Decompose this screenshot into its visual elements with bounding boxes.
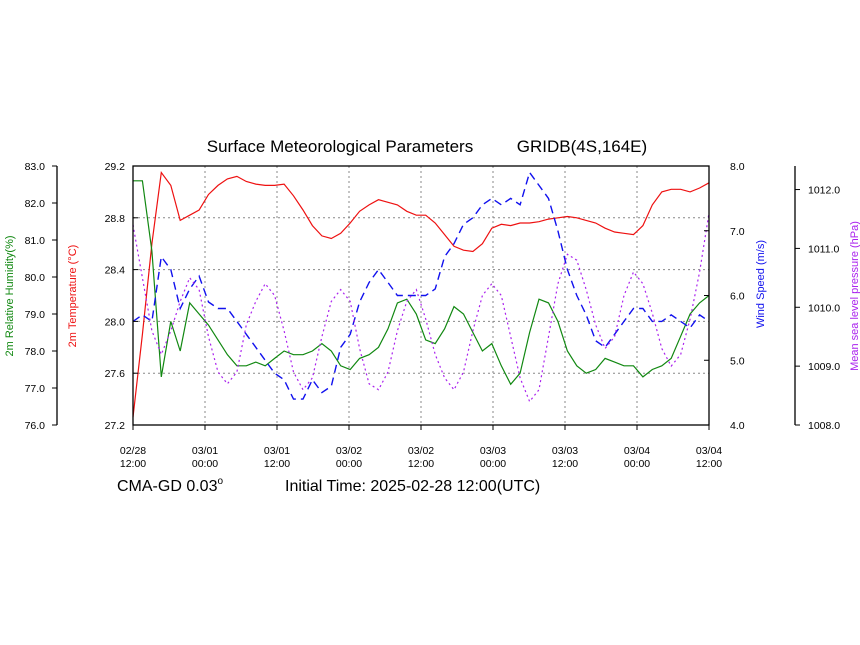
humidity-tick-label: 76.0 <box>25 420 46 432</box>
pressure-tick-label: 1012.0 <box>808 185 840 197</box>
temperature-tick-label: 27.6 <box>105 368 126 380</box>
pressure-tick-label: 1009.0 <box>808 361 840 373</box>
humidity-axis-title: 2m Relative Humidity(%) <box>4 235 16 356</box>
humidity-tick-label: 83.0 <box>25 161 46 173</box>
x-tick-date: 03/01 <box>192 445 218 457</box>
grid <box>133 166 709 425</box>
humidity-tick-label: 78.0 <box>25 346 46 358</box>
x-tick-date: 03/03 <box>480 445 506 457</box>
init-time-label: Initial Time: 2025-02-28 12:00(UTC) <box>285 478 540 495</box>
wind-tick-label: 5.0 <box>730 355 745 367</box>
humidity-tick-label: 77.0 <box>25 383 46 395</box>
x-tick-time: 12:00 <box>120 458 146 470</box>
wind-tick-label: 7.0 <box>730 226 745 238</box>
pressure-tick-label: 1011.0 <box>808 243 839 255</box>
humidity-tick-label: 80.0 <box>25 272 46 284</box>
humidity-tick-label: 81.0 <box>25 235 46 247</box>
pressure-axis-title: Mean sea level pressure (hPa) <box>849 221 860 371</box>
x-tick-time: 00:00 <box>336 458 362 470</box>
temperature-tick-label: 27.2 <box>105 420 126 432</box>
x-tick-time: 12:00 <box>408 458 434 470</box>
wind-tick-label: 8.0 <box>730 161 745 173</box>
pressure-series-line <box>132 213 710 403</box>
wind-axis-title: Wind Speed (m/s) <box>755 240 767 328</box>
humidity-series-line <box>133 180 710 386</box>
x-tick-date: 02/28 <box>120 445 146 457</box>
model-label-text: CMA-GD 0.03 <box>117 478 218 495</box>
x-tick-time: 12:00 <box>696 458 722 470</box>
temperature-tick-label: 29.2 <box>105 161 126 173</box>
temperature-series-line <box>132 170 710 418</box>
location-label: GRIDB(4S,164E) <box>517 137 647 156</box>
model-label: CMA-GD 0.03o <box>117 476 223 495</box>
x-tick-time: 12:00 <box>552 458 578 470</box>
wind-tick-label: 6.0 <box>730 291 745 303</box>
x-tick-date: 03/01 <box>264 445 290 457</box>
chart-title: Surface Meteorological Parameters <box>207 137 473 156</box>
x-tick-date: 03/02 <box>336 445 362 457</box>
x-tick-date: 03/04 <box>624 445 650 457</box>
series-layer <box>132 170 710 418</box>
x-tick-time: 12:00 <box>264 458 290 470</box>
model-label-degree: o <box>217 476 223 487</box>
temperature-axis-title: 2m Temperature (°C) <box>67 245 79 348</box>
wind-series-line <box>132 170 710 400</box>
x-tick-time: 00:00 <box>480 458 506 470</box>
temperature-tick-label: 28.0 <box>105 316 126 328</box>
x-tick-time: 00:00 <box>624 458 650 470</box>
x-tick-date: 03/03 <box>552 445 578 457</box>
x-tick-time: 00:00 <box>192 458 218 470</box>
temperature-tick-label: 28.4 <box>105 265 126 277</box>
pressure-tick-label: 1010.0 <box>808 302 840 314</box>
humidity-tick-label: 82.0 <box>25 198 46 210</box>
wind-tick-label: 4.0 <box>730 420 745 432</box>
temperature-tick-label: 28.8 <box>105 213 126 225</box>
pressure-tick-label: 1008.0 <box>808 420 840 432</box>
axes: 02/2812:0003/0100:0003/0112:0003/0200:00… <box>25 161 841 470</box>
x-tick-date: 03/04 <box>696 445 722 457</box>
humidity-tick-label: 79.0 <box>25 309 46 321</box>
x-tick-date: 03/02 <box>408 445 434 457</box>
